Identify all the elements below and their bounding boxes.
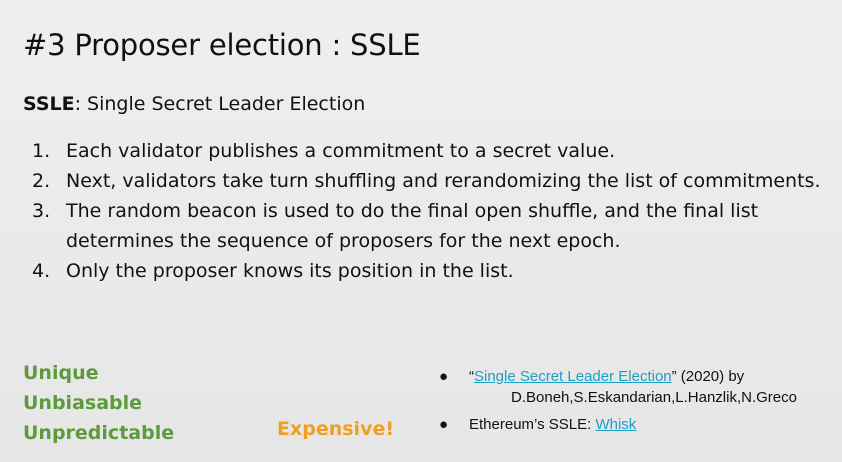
paper-link[interactable]: Single Secret Leader Election <box>474 368 672 385</box>
steps-list: 1. Each validator publishes a commitment… <box>24 136 824 286</box>
reference-paper: ● “Single Secret Leader Election” (2020)… <box>437 366 837 408</box>
slide-subtitle: SSLE: Single Secret Leader Election <box>23 93 365 115</box>
property-unique: Unique <box>23 362 99 384</box>
step-number: 3. <box>32 200 51 222</box>
step-item: 3. The random beacon is used to do the f… <box>24 196 824 256</box>
drawback-label: Expensive! <box>277 418 395 440</box>
step-text: Next, validators take turn shuffling and… <box>66 170 821 192</box>
bullet-icon: ● <box>439 368 449 385</box>
paper-year: ” (2020) by <box>671 368 745 385</box>
step-number: 2. <box>32 170 51 192</box>
step-number: 4. <box>32 260 51 282</box>
whisk-link[interactable]: Whisk <box>595 416 637 433</box>
paper-authors: D.Boneh,S.Eskandarian,L.Hanzlik,N.Greco <box>511 389 797 406</box>
properties-list: Unique Unbiasable Unpredictable <box>23 358 174 448</box>
subtitle-definition: : Single Secret Leader Election <box>74 93 366 115</box>
step-item: 4. Only the proposer knows its position … <box>24 256 824 286</box>
step-text: The random beacon is used to do the fina… <box>66 200 759 252</box>
ethereum-prefix: Ethereum’s SSLE: <box>469 416 596 433</box>
step-item: 1. Each validator publishes a commitment… <box>24 136 824 166</box>
step-item: 2. Next, validators take turn shuffling … <box>24 166 824 196</box>
reference-ethereum: ● Ethereum’s SSLE: Whisk <box>437 414 837 435</box>
step-text: Only the proposer knows its position in … <box>66 260 514 282</box>
step-number: 1. <box>32 140 51 162</box>
references-list: ● “Single Secret Leader Election” (2020)… <box>437 366 837 435</box>
property-unbiasable: Unbiasable <box>23 392 143 414</box>
slide-title: #3 Proposer election : SSLE <box>23 28 421 62</box>
subtitle-term: SSLE <box>23 93 75 115</box>
property-unpredictable: Unpredictable <box>23 422 175 444</box>
step-text: Each validator publishes a commitment to… <box>66 140 616 162</box>
paper-open-quote: “ <box>469 368 474 385</box>
bullet-icon: ● <box>439 416 449 433</box>
